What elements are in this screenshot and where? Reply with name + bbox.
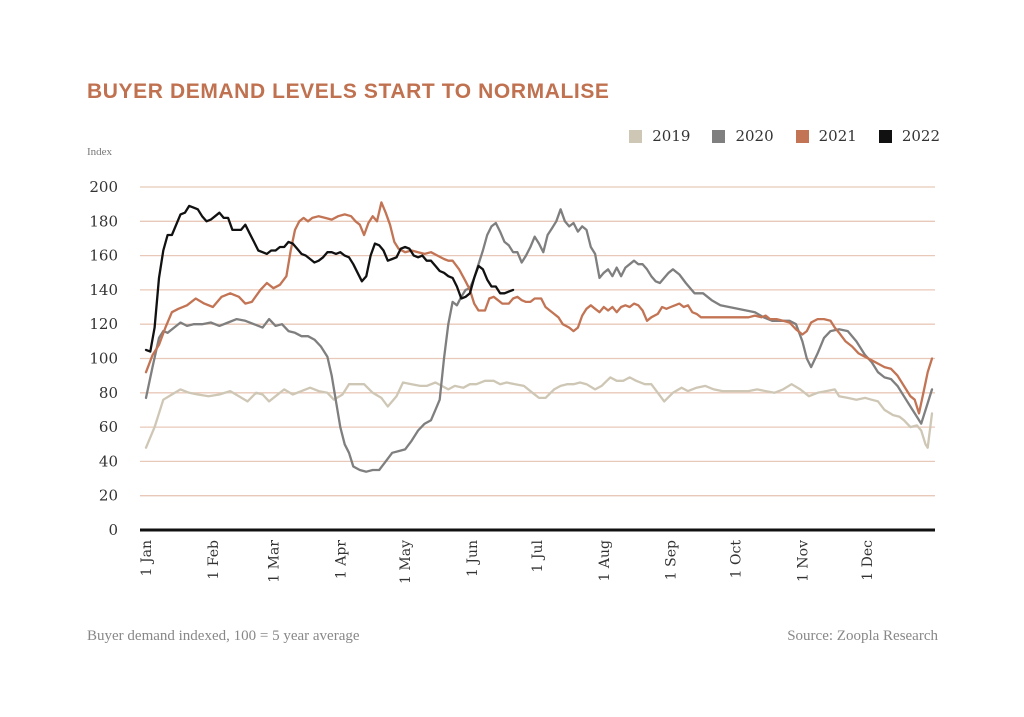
- legend-swatch-2021: [795, 129, 809, 143]
- footnote: Buyer demand indexed, 100 = 5 year avera…: [87, 628, 360, 644]
- x-tick-1-jan: 1 Jan: [139, 540, 155, 576]
- series-line-2021: [144, 201, 934, 415]
- y-tick-120: 120: [89, 315, 118, 333]
- legend-swatch-2019: [629, 129, 643, 143]
- y-tick-labels: 0 20 40 60 80 100 120 140 160 180 200: [89, 178, 118, 539]
- legend-label-2022: 2022: [901, 127, 940, 145]
- legend-item-2019: 2019: [629, 127, 690, 145]
- series-line-2020: [144, 208, 934, 473]
- y-tick-100: 100: [89, 350, 118, 368]
- legend-label-2021: 2021: [818, 127, 857, 145]
- x-tick-1-apr: 1 Apr: [333, 540, 349, 579]
- legend: 2019 2020 2021 2022: [629, 127, 940, 145]
- legend-label-2019: 2019: [652, 127, 691, 145]
- y-tick-0: 0: [108, 521, 118, 539]
- legend-item-2020: 2020: [712, 127, 774, 145]
- y-axis-label: Index: [87, 146, 113, 158]
- legend-swatch-2022: [878, 129, 892, 143]
- legend-item-2021: 2021: [795, 127, 857, 145]
- x-tick-labels: 1 Jan 1 Feb 1 Mar 1 Apr 1 May 1 Jun 1 Jul 1 Aug…: [139, 539, 876, 583]
- y-tick-80: 80: [99, 384, 118, 402]
- y-tick-20: 20: [99, 487, 118, 505]
- x-tick-1-dec: 1 Dec: [860, 540, 876, 581]
- x-tick-1-may: 1 May: [398, 540, 414, 584]
- y-tick-40: 40: [99, 452, 118, 470]
- gridlines: [140, 186, 935, 497]
- legend-swatch-2020: [712, 129, 726, 143]
- y-tick-140: 140: [89, 281, 118, 299]
- y-tick-200: 200: [89, 178, 118, 196]
- x-tick-1-feb: 1 Feb: [206, 540, 222, 580]
- x-tick-1-jul: 1 Jul: [530, 539, 546, 572]
- chart-title: BUYER DEMAND LEVELS START TO NORMALISE: [87, 80, 610, 103]
- legend-label-2020: 2020: [735, 127, 774, 145]
- x-tick-1-aug: 1 Aug: [597, 540, 613, 581]
- x-tick-1-nov: 1 Nov: [795, 540, 811, 582]
- x-tick-1-jun: 1 Jun: [465, 540, 481, 577]
- y-tick-160: 160: [89, 247, 118, 265]
- x-tick-1-mar: 1 Mar: [266, 540, 282, 583]
- legend-item-2022: 2022: [878, 127, 940, 145]
- x-tick-1-oct: 1 Oct: [729, 540, 745, 579]
- series-line-2019: [144, 376, 934, 449]
- y-tick-60: 60: [99, 418, 118, 436]
- series-lines: [144, 201, 934, 473]
- series-line-2022: [144, 204, 515, 353]
- y-tick-180: 180: [89, 212, 118, 230]
- source-note: Source: Zoopla Research: [787, 628, 938, 644]
- x-tick-1-sep: 1 Sep: [664, 540, 680, 580]
